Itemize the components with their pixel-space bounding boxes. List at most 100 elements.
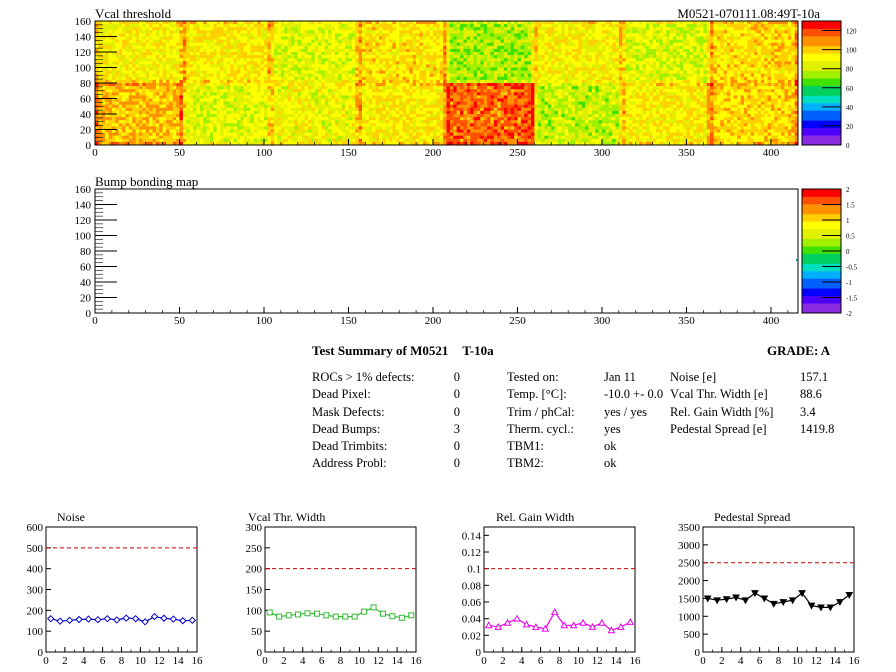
heatmap-cell [693, 21, 697, 25]
heatmap-cell [710, 58, 714, 62]
heatmap-cell [791, 64, 795, 68]
heatmap-cell [331, 58, 336, 62]
heatmap-cell [304, 61, 309, 65]
heatmap-cell [402, 58, 407, 62]
heatmap-cell [186, 27, 190, 31]
heatmap-cell [547, 64, 552, 68]
heatmap-cell [487, 61, 491, 65]
heatmap-cell [149, 21, 153, 25]
heatmap-cell [311, 83, 315, 87]
heatmap-cell [564, 45, 569, 50]
heatmap-cell [243, 76, 248, 81]
heatmap-cell [436, 21, 441, 25]
heatmap-cell [412, 76, 417, 81]
heatmap-cell [558, 79, 562, 84]
heatmap-cell [426, 67, 430, 71]
heatmap-cell [250, 92, 255, 96]
heatmap-cell [311, 73, 315, 78]
heatmap-cell [713, 61, 718, 65]
heatmap-cell [544, 55, 549, 59]
heatmap-cell [510, 89, 515, 93]
heatmap-cell [101, 92, 106, 96]
heatmap-cell [213, 52, 217, 56]
heatmap-cell [487, 83, 491, 87]
heatmap-cell [706, 58, 711, 62]
heatmap-cell [558, 39, 562, 43]
heatmap-cell [527, 67, 532, 71]
heatmap-cell [483, 21, 488, 25]
heatmap-cell [419, 70, 424, 74]
heatmap-cell [314, 52, 319, 56]
heatmap-cell [135, 83, 140, 87]
heatmap-cell [179, 48, 184, 53]
heatmap-cell [382, 76, 386, 81]
heatmap-cell [706, 83, 711, 87]
heatmap-cell [686, 70, 691, 74]
heatmap-cell [683, 73, 687, 78]
heatmap-cell [179, 30, 184, 34]
heatmap-cell [723, 83, 728, 87]
heatmap-cell [341, 67, 346, 71]
heatmap-cell [260, 33, 265, 37]
heatmap-cell [679, 45, 684, 50]
heatmap-cell [585, 76, 589, 81]
heatmap-cell [767, 70, 772, 74]
heatmap-cell [152, 79, 157, 84]
heatmap-cell [615, 89, 620, 93]
heatmap-cell [331, 89, 336, 93]
heatmap-cell [405, 76, 410, 81]
heatmap-cell [321, 48, 326, 53]
heatmap-cell [324, 33, 329, 37]
heatmap-cell [287, 76, 292, 81]
heatmap-cell [179, 61, 184, 65]
heatmap-cell [253, 83, 258, 87]
heatmap-cell [476, 39, 481, 43]
heatmap-cell [520, 83, 525, 87]
heatmap-cell [591, 24, 596, 28]
heatmap-cell [365, 61, 370, 65]
heatmap-cell [321, 39, 326, 43]
heatmap-cell [770, 86, 775, 90]
heatmap-cell [257, 76, 261, 81]
heatmap-cell [466, 30, 471, 34]
heatmap-cell [372, 83, 376, 87]
heatmap-cell [683, 76, 687, 81]
heatmap-cell [230, 92, 234, 96]
heatmap-cell [307, 48, 312, 53]
heatmap-cell [294, 92, 299, 96]
heatmap-cell [608, 89, 613, 93]
heatmap-cell [476, 27, 481, 31]
heatmap-cell [510, 42, 515, 47]
heatmap-cell [399, 52, 403, 56]
heatmap-cell [784, 52, 789, 56]
heatmap-cell [571, 24, 576, 28]
heatmap-cell [230, 79, 234, 84]
heatmap-cell [304, 92, 309, 96]
heatmap-cell [439, 61, 444, 65]
heatmap-cell [443, 70, 447, 74]
heatmap-cell [483, 92, 488, 96]
heatmap-cell [727, 55, 731, 59]
heatmap-cell [774, 52, 779, 56]
heatmap-cell [422, 36, 427, 40]
heatmap-cell [537, 70, 542, 74]
heatmap-cell [463, 76, 468, 81]
heatmap-cell [240, 64, 245, 68]
heatmap-cell [473, 76, 478, 81]
heatmap-cell [291, 45, 295, 50]
heatmap-cell [432, 92, 437, 96]
heatmap-cell [781, 58, 785, 62]
heatmap-cell [372, 55, 376, 59]
heatmap-cell [493, 61, 498, 65]
heatmap-cell [473, 21, 478, 25]
heatmap-cell [510, 83, 515, 87]
heatmap-cell [554, 76, 559, 81]
heatmap-cell [304, 36, 309, 40]
heatmap-cell [250, 27, 255, 31]
heatmap-cell [601, 64, 606, 68]
heatmap-cell [189, 76, 194, 81]
heatmap-cell [453, 52, 457, 56]
heatmap-cell [101, 76, 106, 81]
heatmap-cell [422, 48, 427, 53]
heatmap-cell [794, 39, 799, 43]
